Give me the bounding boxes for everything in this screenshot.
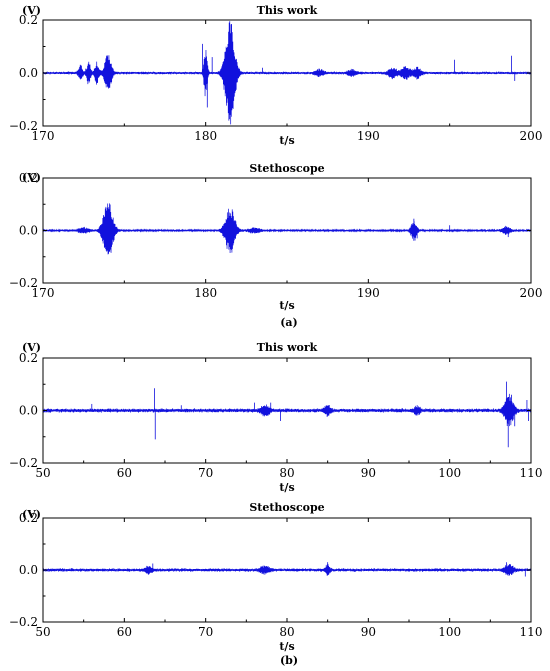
x-tick-label: 190 [357,129,380,143]
x-tick-label: 100 [438,625,461,639]
y-axis-unit-label: (V) [22,508,41,521]
y-tick-label: −0.2 [9,276,38,290]
signal-trace [42,203,532,255]
x-tick-label: 60 [117,625,132,639]
signal-trace [42,393,532,427]
signal-trace [42,21,532,125]
y-tick-label: 0.0 [19,404,38,418]
x-axis-label: t/s [279,481,294,494]
y-tick-label: 0.0 [19,563,38,577]
y-axis-unit-label: (V) [22,4,41,17]
y-tick-label: 0.2 [19,13,38,27]
x-tick-label: 180 [194,129,217,143]
panel-label-a: (a) [280,316,298,329]
x-tick-label: 50 [35,466,50,480]
y-tick-label: −0.2 [9,615,38,629]
panel-label-b: (b) [280,654,298,667]
y-axis-unit-label: (V) [22,341,41,354]
x-tick-label: 170 [32,286,55,300]
chart-panel: 50 60 70 80 90 100 110 −0.2 0.0 0.2 This work (V) t/… [9,341,543,494]
chart-panel: 50 60 70 80 90 100 110 −0.2 0.0 0.2 Stethoscope (V)… [9,501,543,653]
chart-title: Stethoscope [249,162,324,175]
x-tick-label: 70 [198,466,213,480]
x-tick-label: 90 [361,466,376,480]
x-tick-label: 180 [194,286,217,300]
x-tick-label: 90 [361,625,376,639]
x-tick-label: 100 [438,466,461,480]
y-tick-label: 0.2 [19,511,38,525]
y-tick-label: 0.0 [19,224,38,238]
chart-title: This work [257,341,318,354]
y-tick-label: 0.2 [19,171,38,185]
x-tick-label: 190 [357,286,380,300]
x-tick-label: 50 [35,625,50,639]
y-axis-unit-label: (V) [22,171,41,184]
x-axis-label: t/s [279,299,294,312]
chart-title: Stethoscope [249,501,324,514]
signal-trace [42,564,532,576]
y-tick-label: −0.2 [9,456,38,470]
x-tick-label: 70 [198,625,213,639]
x-axis-label: t/s [279,134,294,147]
x-tick-label: 200 [520,129,543,143]
y-tick-label: 0.0 [19,66,38,80]
x-tick-label: 60 [117,466,132,480]
x-tick-label: 200 [520,286,543,300]
x-tick-label: 170 [32,129,55,143]
chart-panel: 170 180 190 200 −0.2 0.0 0.2 Stethoscope (V) t/s [9,162,543,312]
x-tick-label: 110 [520,625,543,639]
chart-title: This work [257,4,318,17]
y-tick-label: −0.2 [9,119,38,133]
x-tick-label: 80 [279,625,294,639]
chart-panel: 170 180 190 200 −0.2 0.0 0.2 This work (V) t/s [9,4,543,147]
x-axis-label: t/s [279,640,294,653]
x-tick-label: 110 [520,466,543,480]
x-tick-label: 80 [279,466,294,480]
y-tick-label: 0.2 [19,351,38,365]
